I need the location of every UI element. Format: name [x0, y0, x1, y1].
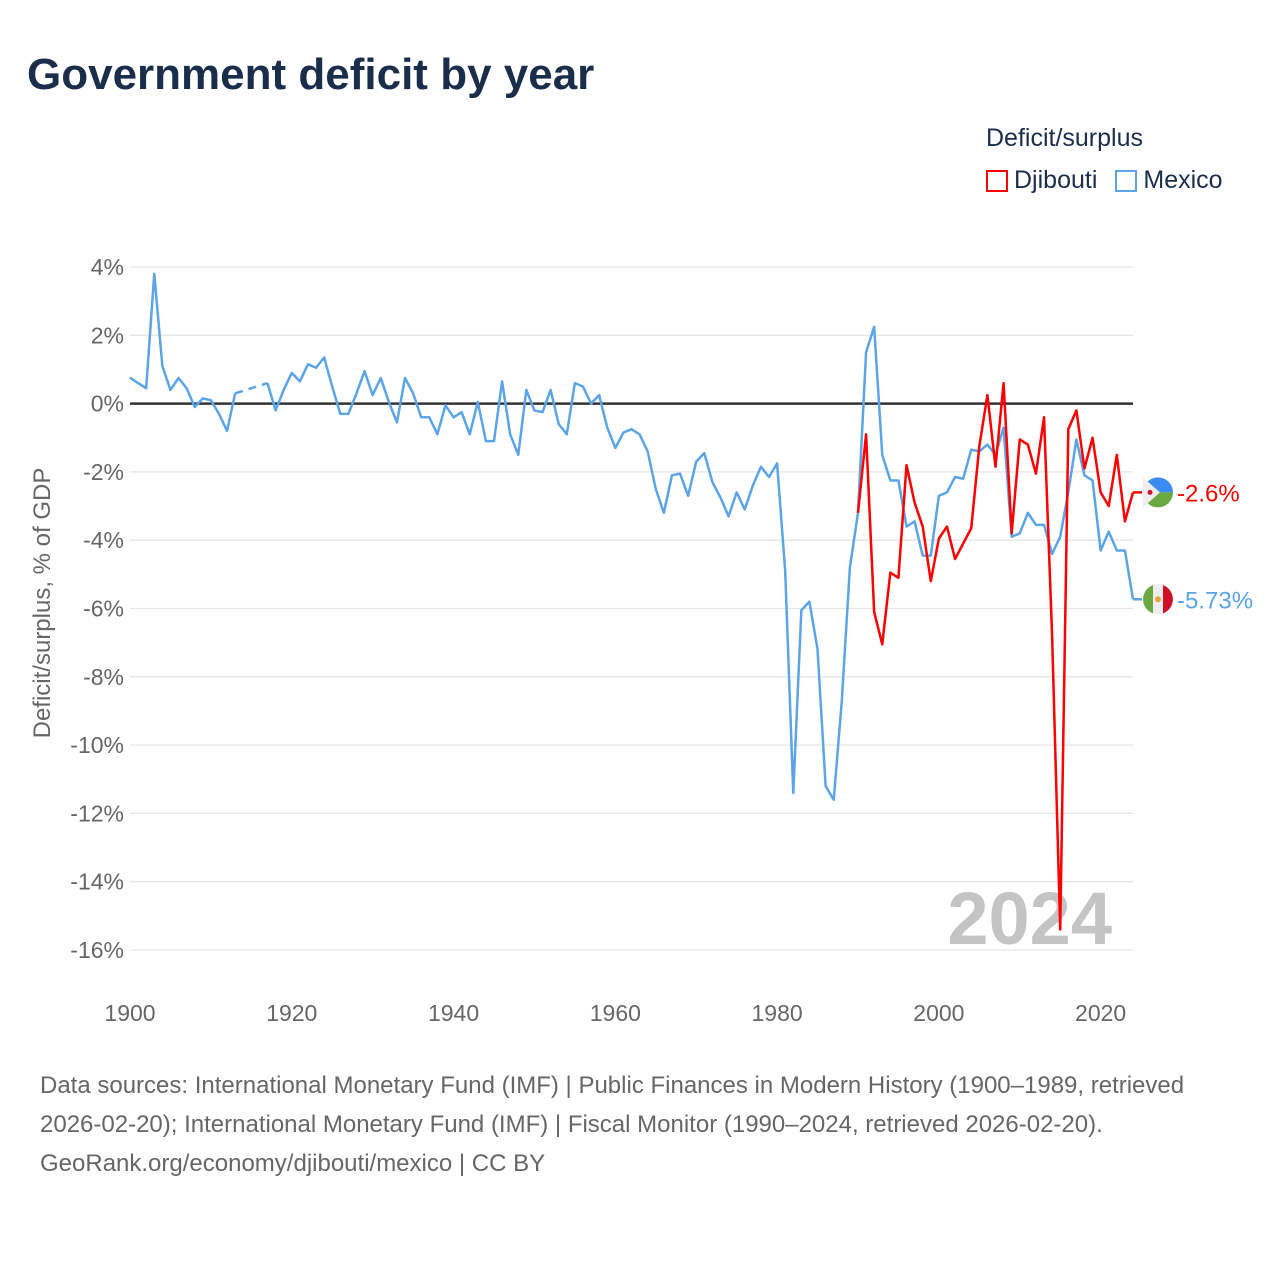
x-tick-label: 2020 [1075, 1000, 1126, 1026]
legend-title: Deficit/surplus [986, 124, 1143, 152]
djibouti-flag-icon [1143, 477, 1173, 508]
watermark-year: 2024 [947, 877, 1112, 960]
djibouti-series-line[interactable] [856, 381, 1135, 931]
mexico-gap-line [234, 381, 268, 395]
y-tick-label: 2% [91, 322, 124, 348]
legend-label: Mexico [1143, 166, 1223, 194]
legend-item-djibouti[interactable]: Djibouti [986, 166, 1097, 195]
x-tick-label: 1900 [104, 1000, 155, 1026]
x-tick-label: 1960 [590, 1000, 641, 1026]
credit-link[interactable]: GeoRank.org/economy/djibouti/mexico | CC… [40, 1150, 546, 1177]
x-tick-label: 1940 [428, 1000, 479, 1026]
legend-swatch-djibouti [986, 169, 1008, 192]
mexico-series-line[interactable] [129, 272, 1135, 801]
y-tick-label: -16% [70, 937, 124, 963]
y-tick-label: -2% [83, 459, 124, 485]
legend-item-mexico[interactable]: Mexico [1115, 166, 1223, 195]
mexico-flag-icon [1143, 584, 1173, 615]
x-tick-label: 1920 [266, 1000, 317, 1026]
y-tick-label: -10% [70, 732, 124, 758]
footer: Data sources: International Monetary Fun… [40, 1066, 1240, 1183]
y-tick-label: 4% [91, 254, 124, 280]
line-chart: 4% 2% 0% -2% -4% -6% -8% -10% -12% -14% -16% 1900 19… [29, 254, 1253, 1026]
y-tick-label: -6% [83, 596, 124, 622]
y-tick-label: -8% [83, 664, 124, 690]
y-tick-label: -4% [83, 527, 124, 553]
y-tick-label: -12% [70, 800, 124, 826]
legend: Djibouti Mexico [986, 166, 1223, 195]
legend-swatch-mexico [1115, 169, 1138, 192]
mexico-end-label: -5.73% [1177, 587, 1253, 614]
y-axis-label: Deficit/surplus, % of GDP [29, 468, 56, 739]
djibouti-end-label: -2.6% [1177, 480, 1240, 507]
page-title: Government deficit by year [27, 50, 595, 99]
y-tick-label: -14% [70, 869, 124, 895]
data-sources: Data sources: International Monetary Fun… [40, 1072, 1185, 1138]
y-tick-label: 0% [91, 391, 124, 417]
legend-label: Djibouti [1014, 166, 1098, 194]
x-tick-label: 2000 [913, 1000, 964, 1026]
x-tick-label: 1980 [752, 1000, 803, 1026]
